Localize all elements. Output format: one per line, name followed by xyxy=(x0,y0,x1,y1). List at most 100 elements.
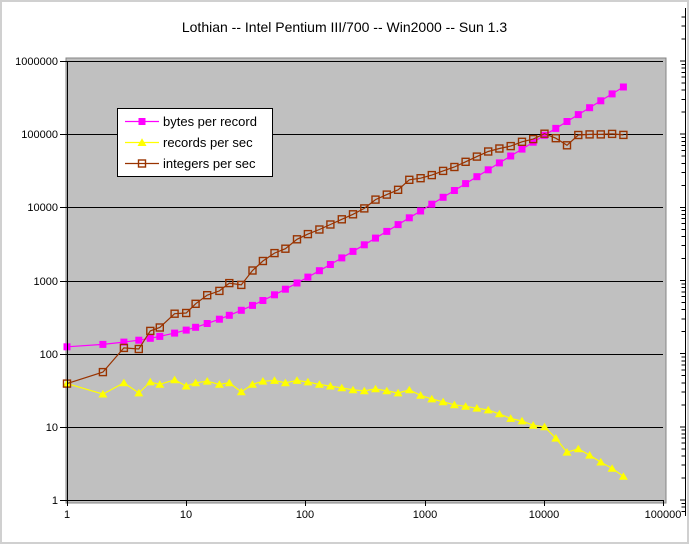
open-square-marker-icon xyxy=(125,157,159,170)
data-point-triangle xyxy=(494,409,504,418)
data-point-square xyxy=(541,131,548,139)
y-axis-tick-label: 100 xyxy=(40,349,58,361)
data-point-square xyxy=(597,97,605,105)
data-point-triangle xyxy=(98,389,108,398)
data-point-square xyxy=(495,159,503,167)
data-point-triangle xyxy=(517,416,527,425)
data-point-square xyxy=(473,173,481,181)
data-point-square xyxy=(146,334,154,342)
data-point-square xyxy=(135,336,143,344)
data-point-open-square xyxy=(529,134,538,144)
data-point-triangle xyxy=(325,381,335,390)
filled-triangle-marker-icon xyxy=(125,136,159,149)
data-point-open-square xyxy=(551,133,560,143)
data-point-triangle xyxy=(292,376,302,384)
data-point-square xyxy=(237,306,245,314)
data-point-triangle xyxy=(607,464,617,472)
data-point-open-square xyxy=(438,166,448,176)
data-point-triangle xyxy=(145,377,155,386)
legend-marker-sample xyxy=(125,138,159,146)
data-point-triangle xyxy=(119,378,129,387)
legend-marker-sample xyxy=(125,118,159,125)
data-point-square xyxy=(156,332,164,340)
data-point-triangle xyxy=(618,472,628,480)
data-point-open-square xyxy=(270,248,279,258)
data-point-open-square xyxy=(326,220,335,229)
data-point-square xyxy=(518,145,526,153)
data-point-open-square xyxy=(303,229,313,239)
data-point-square xyxy=(215,315,223,323)
data-point-triangle xyxy=(472,404,482,412)
y-axis-tick-label: 100000 xyxy=(21,129,58,141)
data-point-square xyxy=(203,320,211,327)
data-point-triangle xyxy=(258,377,268,385)
data-point-square xyxy=(360,241,368,249)
data-point-triangle xyxy=(224,378,234,387)
data-point-square xyxy=(326,261,334,268)
data-point-open-square xyxy=(495,144,504,153)
y-axis-tick-label: 1000000 xyxy=(15,56,58,68)
data-point-square xyxy=(349,247,357,255)
data-point-triangle xyxy=(348,385,358,394)
data-point-open-square xyxy=(146,326,155,336)
data-point-square xyxy=(372,234,379,242)
data-point-open-square xyxy=(393,185,403,195)
data-point-open-square xyxy=(596,130,605,139)
x-axis-tick-label: 100 xyxy=(296,509,314,521)
data-point-open-square xyxy=(405,175,414,185)
data-point-open-square xyxy=(607,129,617,139)
data-point-open-square xyxy=(202,291,212,300)
data-point-square xyxy=(574,111,582,119)
data-point-open-square xyxy=(416,173,425,183)
data-point-open-square xyxy=(215,286,224,296)
legend-label: records per sec xyxy=(163,135,253,150)
data-point-triangle xyxy=(540,422,549,431)
data-point-triangle xyxy=(314,380,324,388)
data-point-square xyxy=(271,291,278,299)
data-point-open-square xyxy=(281,244,290,253)
legend-label: integers per sec xyxy=(163,156,256,171)
data-point-square xyxy=(619,83,627,91)
data-point-triangle xyxy=(170,375,180,384)
filled-square-marker-icon xyxy=(125,115,159,128)
data-point-open-square xyxy=(134,344,144,354)
data-point-triangle xyxy=(155,380,165,388)
chart-title: Lothian -- Intel Pentium III/700 -- Win2… xyxy=(181,19,508,35)
data-point-triangle xyxy=(371,384,380,393)
legend-item-integers-per-sec: integers per sec xyxy=(125,153,272,174)
data-point-triangle xyxy=(573,444,583,453)
data-point-square xyxy=(249,301,256,309)
data-point-triangle xyxy=(134,388,144,397)
data-point-open-square xyxy=(506,141,515,151)
x-axis-tick-label: 100000 xyxy=(645,509,682,521)
data-point-square xyxy=(171,329,179,337)
data-point-square xyxy=(304,273,312,281)
data-point-open-square xyxy=(119,343,129,353)
data-point-triangle xyxy=(483,405,493,414)
data-point-square xyxy=(225,311,233,319)
data-point-open-square xyxy=(371,195,380,204)
data-point-triangle xyxy=(280,378,290,387)
data-point-triangle xyxy=(449,400,459,409)
data-point-square xyxy=(259,297,267,304)
data-point-square xyxy=(192,323,200,331)
legend: bytes per record records per sec integer… xyxy=(117,108,273,177)
data-point-open-square xyxy=(337,215,346,224)
data-point-open-square xyxy=(292,235,302,244)
data-point-open-square xyxy=(237,280,246,290)
data-point-open-square xyxy=(585,130,594,139)
data-point-triangle xyxy=(202,377,212,385)
data-point-triangle xyxy=(270,376,279,384)
data-point-square xyxy=(383,227,391,235)
data-point-square xyxy=(484,166,492,174)
data-point-triangle xyxy=(382,386,392,395)
data-point-square xyxy=(417,207,425,215)
x-axis-tick-label: 10 xyxy=(180,509,192,521)
data-point-open-square xyxy=(181,308,191,318)
data-point-square xyxy=(563,118,571,125)
data-point-open-square xyxy=(360,204,369,213)
data-point-square xyxy=(608,90,616,98)
data-point-triangle xyxy=(562,448,572,456)
data-point-open-square xyxy=(98,367,108,377)
